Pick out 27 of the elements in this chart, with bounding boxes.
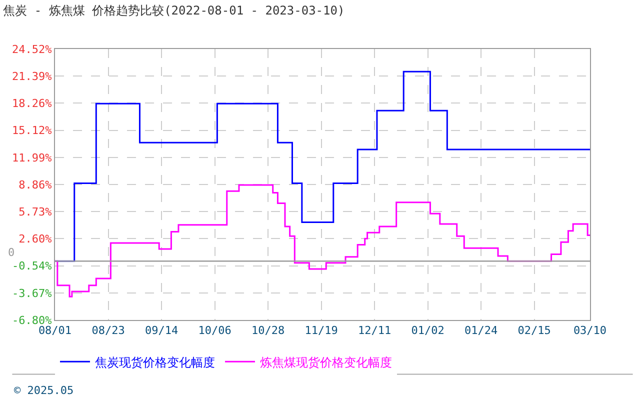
y-tick-label: 24.52% [12,42,52,56]
legend-label: 焦炭现货价格变化幅度 [95,355,215,370]
x-tick-label: 02/15 [518,324,551,338]
x-tick-label: 01/24 [464,324,498,338]
x-tick-label: 08/01 [38,324,72,338]
y-tick-label: 21.39% [12,70,52,83]
y-tick-label: 5.73% [18,205,52,218]
y-tick-label: 11.99% [12,151,52,164]
x-tick-label: 10/28 [251,324,285,338]
y-tick-label: -0.54% [12,260,52,273]
legend-label: 炼焦煤现货价格变化幅度 [260,355,392,370]
text: © 2025.05 [14,384,74,397]
x-tick-label: 12/11 [358,324,392,338]
y-tick-label: 2.60% [18,232,52,246]
x-tick-label: 10/06 [198,324,232,338]
x-tick-label: 08/23 [92,324,125,338]
chart-title: 焦炭 - 炼焦煤 价格趋势比较(2022-08-01 - 2023-03-10) [3,3,345,18]
x-tick-label: 03/10 [573,324,607,338]
ref-line-label: 0 [8,246,15,259]
y-tick-label: 18.26% [12,97,52,110]
x-tick-label: 09/14 [144,324,178,338]
x-tick-label: 01/02 [411,324,444,338]
y-tick-label: -3.67% [12,286,52,300]
y-tick-label: 8.86% [18,178,52,192]
y-tick-label: -6.80% [12,314,52,327]
x-tick-label: 11/19 [304,324,338,338]
y-tick-label: 15.12% [12,124,52,138]
